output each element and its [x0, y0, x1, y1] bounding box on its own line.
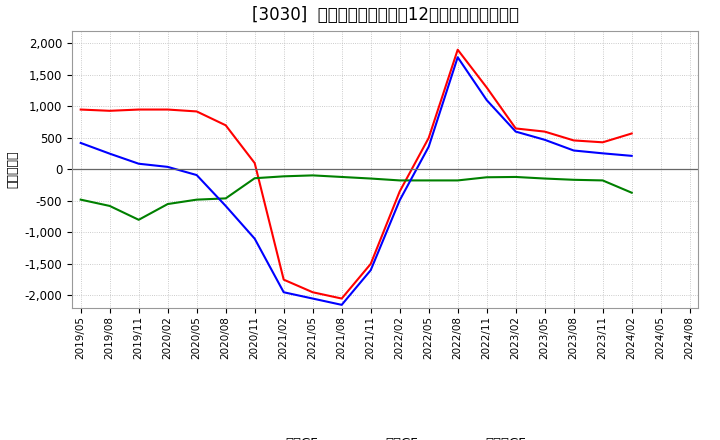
フリーCF: [366, 268, 375, 273]
フリーCF: [251, 236, 259, 241]
営業CF: [627, 131, 636, 136]
投資CF: [192, 197, 201, 202]
Line: 投資CF: 投資CF: [81, 176, 631, 220]
投資CF: [541, 176, 549, 181]
営業CF: [541, 129, 549, 134]
営業CF: [395, 189, 404, 194]
Line: フリーCF: フリーCF: [81, 57, 631, 305]
投資CF: [454, 178, 462, 183]
フリーCF: [105, 151, 114, 156]
フリーCF: [395, 198, 404, 203]
Y-axis label: （百万円）: （百万円）: [6, 150, 19, 188]
フリーCF: [627, 153, 636, 158]
営業CF: [279, 277, 288, 282]
フリーCF: [163, 164, 172, 169]
投資CF: [308, 173, 317, 178]
フリーCF: [541, 137, 549, 143]
投資CF: [395, 178, 404, 183]
フリーCF: [570, 148, 578, 153]
フリーCF: [511, 129, 520, 134]
フリーCF: [454, 55, 462, 60]
フリーCF: [135, 161, 143, 166]
投資CF: [105, 203, 114, 209]
営業CF: [570, 138, 578, 143]
Legend: 営業CF, 投資CF, フリーCF: 営業CF, 投資CF, フリーCF: [239, 431, 531, 440]
投資CF: [221, 196, 230, 201]
フリーCF: [76, 140, 85, 146]
営業CF: [163, 107, 172, 112]
営業CF: [135, 107, 143, 112]
Line: 営業CF: 営業CF: [81, 50, 631, 299]
フリーCF: [279, 290, 288, 295]
投資CF: [338, 174, 346, 180]
投資CF: [76, 197, 85, 202]
投資CF: [163, 202, 172, 207]
Title: [3030]  キャッシュフローの12か月移動合計の推移: [3030] キャッシュフローの12か月移動合計の推移: [252, 6, 518, 24]
営業CF: [482, 85, 491, 90]
フリーCF: [598, 150, 607, 156]
投資CF: [135, 217, 143, 223]
投資CF: [511, 174, 520, 180]
投資CF: [366, 176, 375, 181]
フリーCF: [221, 203, 230, 209]
投資CF: [627, 190, 636, 195]
営業CF: [366, 261, 375, 267]
投資CF: [598, 178, 607, 183]
営業CF: [454, 47, 462, 52]
フリーCF: [192, 172, 201, 178]
フリーCF: [338, 302, 346, 308]
フリーCF: [482, 97, 491, 103]
投資CF: [279, 174, 288, 179]
営業CF: [598, 139, 607, 145]
投資CF: [570, 177, 578, 183]
フリーCF: [308, 296, 317, 301]
営業CF: [221, 123, 230, 128]
投資CF: [482, 175, 491, 180]
営業CF: [424, 135, 433, 140]
営業CF: [192, 109, 201, 114]
投資CF: [251, 176, 259, 181]
営業CF: [251, 161, 259, 166]
営業CF: [511, 126, 520, 131]
営業CF: [308, 290, 317, 295]
投資CF: [424, 178, 433, 183]
フリーCF: [424, 144, 433, 149]
営業CF: [105, 108, 114, 114]
営業CF: [338, 296, 346, 301]
営業CF: [76, 107, 85, 112]
